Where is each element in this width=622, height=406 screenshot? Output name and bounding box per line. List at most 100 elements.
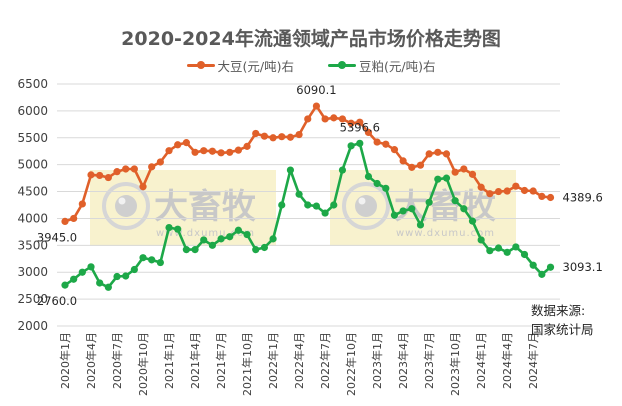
data-point[interactable] bbox=[104, 173, 112, 182]
data-point[interactable] bbox=[304, 201, 312, 209]
data-point[interactable] bbox=[390, 211, 399, 219]
data-point[interactable] bbox=[278, 201, 286, 209]
data-point[interactable] bbox=[148, 256, 156, 264]
data-point[interactable] bbox=[61, 217, 69, 226]
data-point[interactable] bbox=[295, 130, 303, 139]
data-point[interactable] bbox=[356, 139, 364, 147]
data-point[interactable] bbox=[182, 139, 190, 147]
data-point[interactable] bbox=[130, 265, 138, 274]
data-point[interactable] bbox=[286, 133, 295, 141]
data-point[interactable] bbox=[434, 175, 442, 183]
data-point[interactable] bbox=[330, 114, 338, 122]
data-point[interactable] bbox=[494, 187, 503, 196]
data-point[interactable] bbox=[382, 140, 390, 148]
data-point[interactable] bbox=[546, 193, 555, 202]
data-point[interactable] bbox=[200, 236, 208, 244]
data-point[interactable] bbox=[70, 275, 78, 283]
data-point[interactable] bbox=[503, 187, 511, 195]
data-point[interactable] bbox=[425, 198, 433, 206]
data-point[interactable] bbox=[156, 158, 164, 166]
legend-item-soymeal[interactable]: 豆粕(元/吨)右 bbox=[328, 56, 435, 75]
data-point[interactable] bbox=[174, 225, 182, 233]
data-point[interactable] bbox=[174, 141, 182, 149]
data-point[interactable] bbox=[165, 147, 173, 155]
data-point[interactable] bbox=[191, 246, 199, 254]
data-point[interactable] bbox=[226, 148, 234, 156]
data-point[interactable] bbox=[338, 115, 347, 123]
data-point[interactable] bbox=[61, 281, 69, 289]
data-point[interactable] bbox=[87, 263, 95, 271]
data-point[interactable] bbox=[286, 166, 295, 174]
data-point[interactable] bbox=[139, 254, 147, 262]
data-point[interactable] bbox=[399, 157, 407, 165]
data-point[interactable] bbox=[529, 261, 537, 269]
data-point[interactable] bbox=[451, 197, 459, 205]
data-point[interactable] bbox=[234, 146, 242, 154]
data-point[interactable] bbox=[486, 247, 494, 255]
data-point[interactable] bbox=[538, 270, 546, 278]
data-point[interactable] bbox=[330, 201, 338, 209]
data-point[interactable] bbox=[252, 246, 260, 254]
data-point[interactable] bbox=[295, 190, 303, 198]
data-point[interactable] bbox=[347, 119, 355, 127]
data-point[interactable] bbox=[165, 223, 173, 232]
data-point[interactable] bbox=[503, 248, 511, 256]
data-point[interactable] bbox=[113, 168, 121, 176]
data-point[interactable] bbox=[304, 115, 312, 123]
data-point[interactable] bbox=[208, 147, 216, 155]
data-point[interactable] bbox=[269, 134, 277, 142]
data-point[interactable] bbox=[260, 243, 269, 252]
data-point[interactable] bbox=[347, 142, 355, 150]
data-point[interactable] bbox=[312, 102, 321, 110]
data-point[interactable] bbox=[425, 150, 433, 158]
data-point[interactable] bbox=[122, 272, 130, 280]
data-point[interactable] bbox=[408, 205, 416, 213]
data-point[interactable] bbox=[70, 214, 78, 223]
data-point[interactable] bbox=[399, 207, 407, 215]
data-point[interactable] bbox=[338, 166, 347, 174]
data-point[interactable] bbox=[416, 161, 425, 169]
data-point[interactable] bbox=[356, 118, 364, 126]
data-point[interactable] bbox=[269, 235, 277, 243]
data-point[interactable] bbox=[468, 170, 477, 178]
data-point[interactable] bbox=[416, 221, 425, 229]
data-point[interactable] bbox=[373, 138, 381, 146]
data-point[interactable] bbox=[468, 217, 477, 225]
data-point[interactable] bbox=[217, 149, 225, 157]
data-point[interactable] bbox=[364, 172, 373, 181]
data-point[interactable] bbox=[520, 186, 529, 195]
data-point[interactable] bbox=[148, 163, 156, 171]
data-point[interactable] bbox=[200, 147, 208, 155]
data-point[interactable] bbox=[512, 182, 520, 190]
data-point[interactable] bbox=[156, 258, 164, 267]
data-point[interactable] bbox=[494, 244, 503, 252]
data-point[interactable] bbox=[130, 165, 138, 173]
data-point[interactable] bbox=[442, 174, 451, 182]
data-point[interactable] bbox=[243, 230, 251, 239]
data-point[interactable] bbox=[460, 205, 468, 213]
data-point[interactable] bbox=[390, 146, 399, 154]
data-point[interactable] bbox=[529, 187, 537, 195]
data-point[interactable] bbox=[321, 209, 329, 217]
data-point[interactable] bbox=[96, 279, 104, 287]
legend-item-soybean[interactable]: 大豆(元/吨)右 bbox=[186, 56, 294, 75]
data-point[interactable] bbox=[182, 246, 190, 254]
data-point[interactable] bbox=[113, 272, 121, 281]
data-point[interactable] bbox=[477, 183, 485, 191]
data-point[interactable] bbox=[260, 132, 269, 140]
data-point[interactable] bbox=[96, 171, 104, 180]
data-point[interactable] bbox=[87, 171, 95, 179]
data-point[interactable] bbox=[312, 202, 321, 210]
data-point[interactable] bbox=[321, 115, 329, 123]
data-point[interactable] bbox=[191, 148, 199, 156]
data-point[interactable] bbox=[512, 243, 520, 251]
data-point[interactable] bbox=[78, 200, 86, 208]
data-point[interactable] bbox=[451, 168, 459, 176]
data-point[interactable] bbox=[442, 150, 451, 158]
data-point[interactable] bbox=[252, 129, 260, 138]
data-point[interactable] bbox=[520, 250, 529, 259]
data-point[interactable] bbox=[538, 192, 546, 200]
data-point[interactable] bbox=[477, 236, 485, 244]
data-point[interactable] bbox=[486, 190, 494, 198]
data-point[interactable] bbox=[78, 268, 86, 276]
